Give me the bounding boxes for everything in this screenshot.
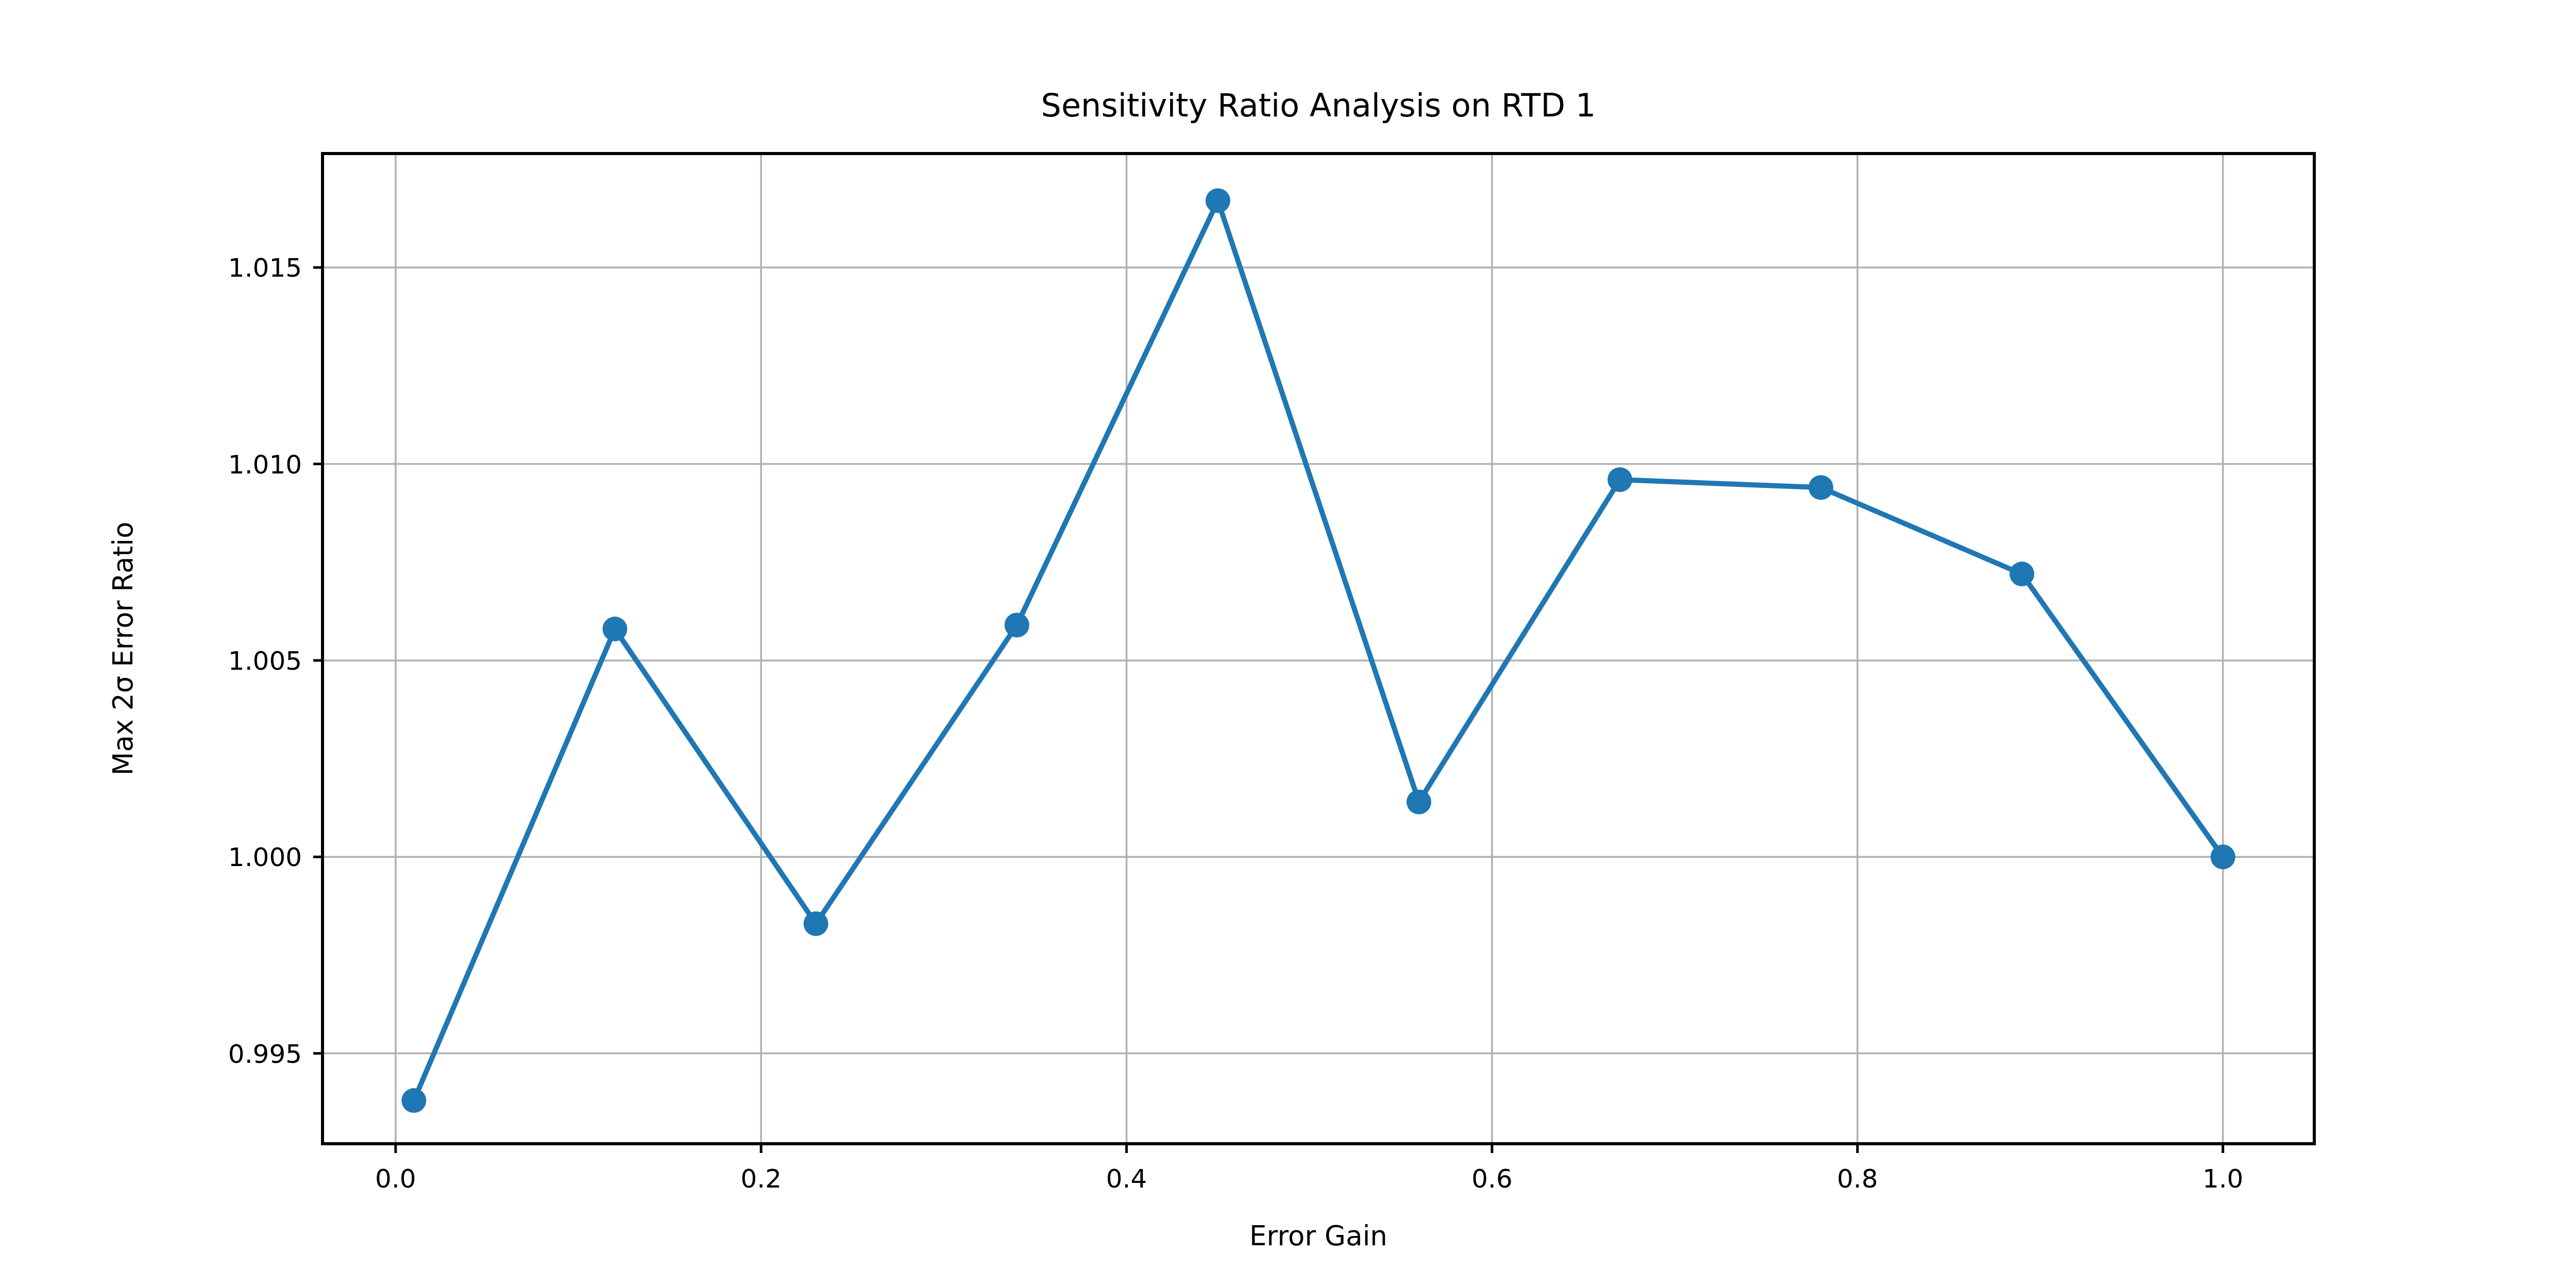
data-point-marker	[2211, 844, 2235, 869]
x-tick-label: 0.0	[375, 1164, 416, 1194]
data-point-marker	[1607, 467, 1632, 492]
series-line	[414, 201, 2223, 1101]
figure: Sensitivity Ratio Analysis on RTD 1 Erro…	[0, 0, 2576, 1288]
data-point-marker	[1808, 475, 1833, 500]
y-tick-label: 0.995	[228, 1039, 302, 1069]
data-point-marker	[1206, 189, 1230, 213]
plot-area: 0.0 0.2 0.4 0.6 0.8 1.0 0.995 1.000 1.005 1.010 1.…	[0, 0, 2576, 1288]
y-tick-label: 1.005	[228, 646, 302, 676]
y-tick-label: 1.015	[228, 253, 302, 283]
x-tick-label: 0.6	[1471, 1164, 1513, 1194]
x-tick-label: 0.2	[740, 1164, 782, 1194]
data-point-marker	[1406, 789, 1431, 814]
data-point-marker	[2010, 562, 2035, 586]
data-point-marker	[602, 617, 627, 641]
y-tick-label: 1.000	[228, 842, 302, 872]
data-point-marker	[401, 1088, 426, 1113]
x-tick-label: 0.8	[1837, 1164, 1878, 1194]
data-point-marker	[804, 911, 828, 936]
plot-border	[323, 154, 2314, 1144]
x-tick-label: 0.4	[1106, 1164, 1147, 1194]
y-tick-label: 1.010	[228, 450, 302, 480]
x-tick-label: 1.0	[2202, 1164, 2244, 1194]
data-point-marker	[1005, 613, 1029, 637]
